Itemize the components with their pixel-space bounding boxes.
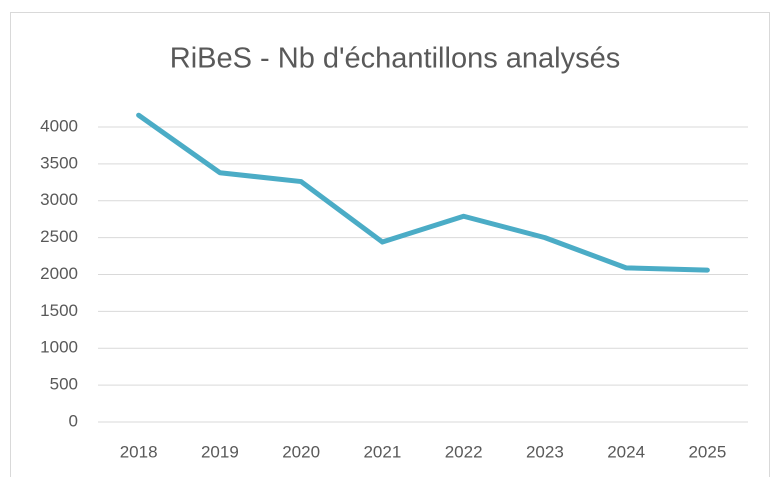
x-tick-label: 2022 xyxy=(445,442,483,461)
y-tick-label: 3500 xyxy=(40,153,78,172)
x-tick-label: 2018 xyxy=(120,442,158,461)
y-tick-label: 3000 xyxy=(40,190,78,209)
y-tick-label: 0 xyxy=(69,411,78,430)
data-line xyxy=(136,112,710,273)
x-tick-label: 2020 xyxy=(282,442,320,461)
x-tick-label: 2025 xyxy=(688,442,726,461)
y-tick-label: 4000 xyxy=(40,116,78,135)
y-tick-label: 500 xyxy=(50,375,78,394)
y-tick-label: 1000 xyxy=(40,338,78,357)
x-tick-label: 2024 xyxy=(607,442,645,461)
y-tick-label: 2000 xyxy=(40,264,78,283)
x-tick-label: 2019 xyxy=(201,442,239,461)
chart-title: RiBeS - Nb d'échantillons analysés xyxy=(170,43,620,75)
y-tick-label: 1500 xyxy=(40,301,78,320)
x-tick-label: 2021 xyxy=(363,442,401,461)
x-tick-label: 2023 xyxy=(526,442,564,461)
chart-border xyxy=(10,12,770,477)
y-tick-label: 2500 xyxy=(40,227,78,246)
